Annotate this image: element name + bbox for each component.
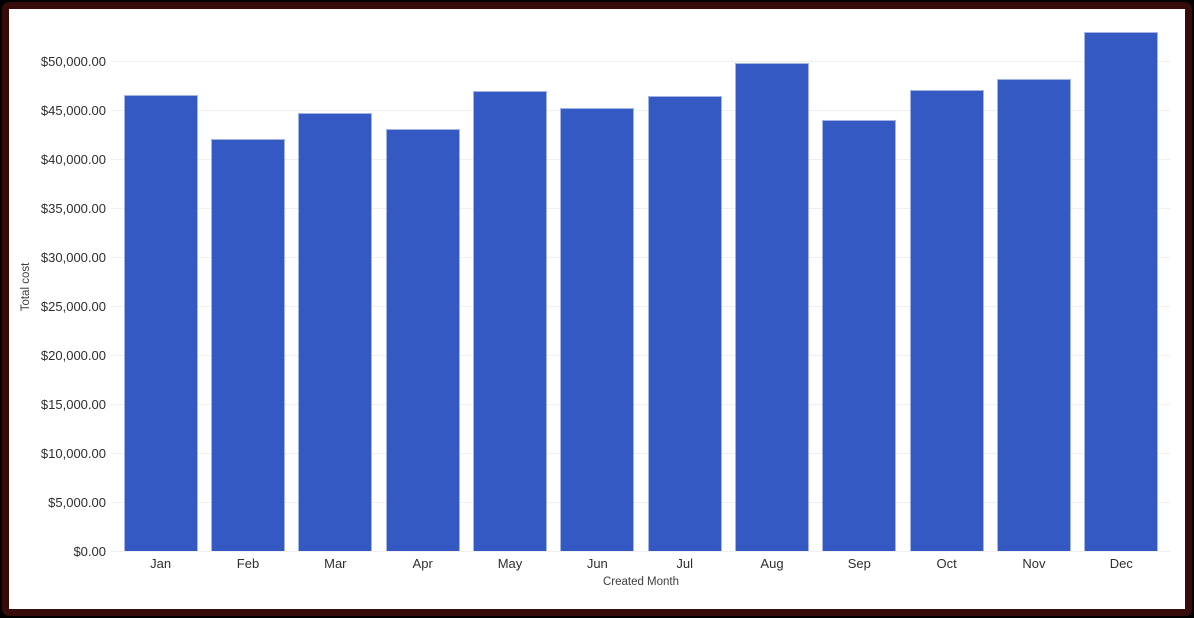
x-tick-label: Apr [412,556,433,571]
x-tick-label: May [497,556,523,571]
y-axis-title: Total cost [20,262,32,312]
y-tick-label: $25,000.00 [40,299,106,315]
bar-jun[interactable] [560,107,635,551]
bar-slot [292,28,379,551]
y-tick-label: $40,000.00 [40,152,106,168]
bar-slot [990,28,1077,551]
bar-apr[interactable] [385,129,460,551]
x-tick-label: Feb [236,556,260,571]
x-tick-label: Nov [1022,556,1046,571]
y-tick-label: $5,000.00 [48,495,106,511]
x-tick-label: Jul [676,556,693,571]
bar-sep[interactable] [822,120,897,551]
gridline [111,159,1170,161]
y-tick-label: $35,000.00 [40,201,106,217]
gridline [111,502,1170,504]
plot-area [111,28,1170,552]
x-axis-title: Created Month [602,576,680,588]
x-tick-label: Oct [936,556,957,571]
bar-slot [466,28,553,551]
bar-aug[interactable] [734,63,810,551]
y-tick-label: $45,000.00 [40,103,106,119]
gridline [111,257,1170,259]
gridline [111,551,1170,552]
bar-dec[interactable] [1084,31,1159,551]
gridline [111,208,1170,210]
bar-slot [554,28,641,551]
y-tick-label: $15,000.00 [40,397,106,413]
bar-slot [379,28,466,551]
bar-nov[interactable] [996,79,1072,551]
bar-may[interactable] [472,91,548,551]
gridline [111,453,1170,455]
x-tick-label: Sep [847,556,871,571]
y-tick-label: $0.00 [73,544,106,559]
x-tick-label: Dec [1109,556,1133,571]
bar-mar[interactable] [298,113,373,551]
bar-slot [204,28,291,551]
gridline [111,355,1170,357]
x-tick-label: Jun [586,556,608,571]
bar-jan[interactable] [123,94,198,551]
bar-slot [816,28,903,551]
bar-jul[interactable] [647,96,722,551]
gridline [111,61,1170,63]
x-tick-label: Jan [150,556,172,571]
bar-oct[interactable] [909,89,984,551]
y-tick-label: $20,000.00 [40,348,106,364]
bar-slot [641,28,728,551]
bar-slot [728,28,815,551]
bar-slot [1078,28,1165,551]
bar-slot [903,28,990,551]
x-tick-label: Mar [324,556,347,571]
x-tick-label: Aug [760,556,784,571]
gridline [111,306,1170,308]
bar-slot [117,28,204,551]
y-tick-label: $10,000.00 [40,446,106,462]
gridline [111,110,1170,112]
gridline [111,404,1170,406]
bar-feb[interactable] [210,139,286,551]
y-tick-label: $50,000.00 [40,54,106,70]
y-tick-label: $30,000.00 [40,250,106,266]
